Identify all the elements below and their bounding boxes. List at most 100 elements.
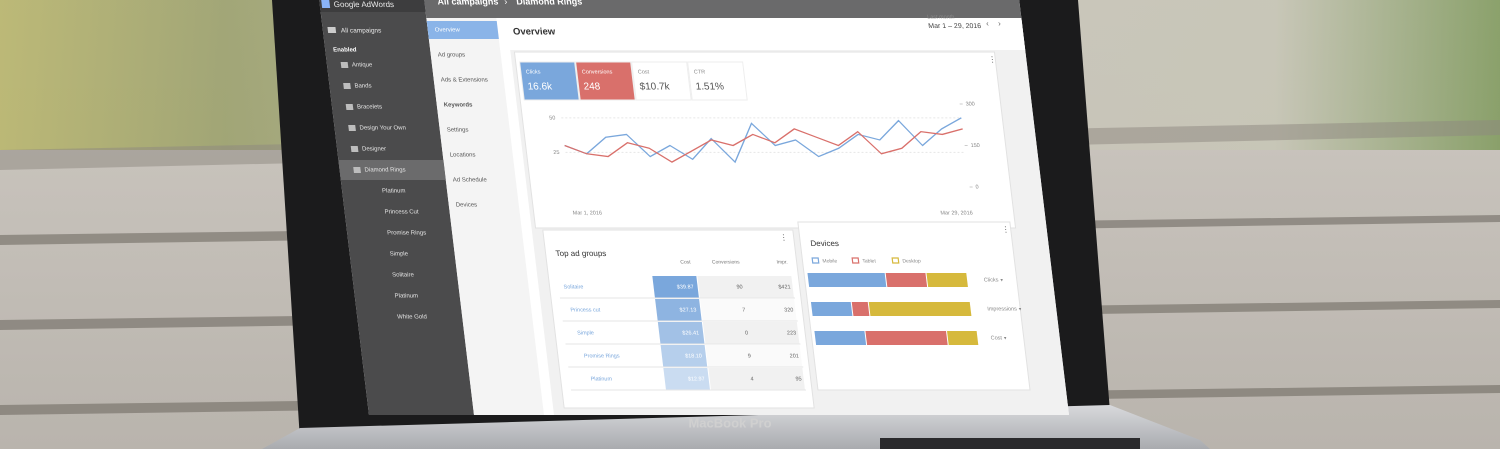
title-bar: [496, 18, 1026, 50]
ad-group-item[interactable]: White Gold: [397, 315, 427, 321]
search-icon: [340, 62, 349, 68]
bar-segment: [807, 273, 887, 287]
breadcrumb[interactable]: All campaigns: [437, 0, 499, 6]
breadcrumb[interactable]: Diamond Rings: [516, 0, 583, 6]
scorecard[interactable]: [631, 61, 692, 101]
scorecard[interactable]: [519, 61, 580, 101]
column-header[interactable]: Cost: [680, 259, 692, 265]
date-label: Last month: [927, 14, 955, 20]
ad-group-item[interactable]: Simple: [389, 252, 409, 258]
nav-item[interactable]: Settings: [447, 128, 469, 134]
nav-item[interactable]: Locations: [450, 153, 476, 159]
top-bar: [423, 0, 1022, 18]
next-arrow[interactable]: ›: [997, 19, 1001, 28]
cell: 95: [795, 376, 802, 382]
nav-item[interactable]: Keywords: [444, 103, 474, 109]
nav-item[interactable]: Ad groups: [438, 53, 466, 59]
category-label[interactable]: Cost: [990, 335, 1002, 341]
cell: 7: [742, 307, 746, 313]
cell: $26.41: [682, 330, 699, 336]
nav-selected: [426, 21, 499, 39]
column-header[interactable]: Conversions: [712, 259, 741, 265]
ad-group-item[interactable]: Promise Rings: [387, 231, 427, 237]
row-bg: [657, 322, 705, 344]
cell: 9: [748, 353, 752, 359]
search-icon: [345, 104, 354, 110]
legend-label: Mobile: [822, 258, 838, 264]
bar-segment: [851, 302, 870, 316]
search-icon: [350, 146, 359, 152]
ad-group-item[interactable]: Platinum: [394, 294, 418, 300]
cell: $27.13: [679, 307, 696, 313]
breadcrumb-sep: ›: [504, 0, 508, 6]
dropdown-arrow: ▾: [1019, 306, 1023, 312]
row-bg: [663, 368, 711, 390]
all-campaigns[interactable]: All campaigns: [341, 28, 383, 35]
series-line: [564, 117, 962, 164]
y2-tick-label: 300: [965, 101, 975, 107]
row-bg: [700, 299, 797, 321]
legend-swatch: [891, 257, 900, 264]
cell: 223: [787, 330, 797, 336]
sidebar: [318, 0, 475, 415]
category-label[interactable]: Clicks: [983, 277, 999, 283]
campaign-item[interactable]: Diamond Rings: [364, 168, 406, 174]
legend-swatch: [851, 257, 860, 264]
ad-group-item[interactable]: Princess Cut: [384, 210, 419, 216]
scorecard-label: Conversions: [582, 69, 613, 75]
dropdown-arrow: ▾: [1004, 335, 1008, 341]
menu-icon[interactable]: ⋮: [779, 233, 788, 242]
legend-label: Desktop: [902, 258, 921, 264]
cell: 201: [789, 353, 799, 359]
laptop-model: MacBook Pro: [688, 415, 771, 430]
ad-group-name[interactable]: Princess cut: [570, 307, 601, 313]
logo: [320, 0, 331, 8]
ad-group-item[interactable]: Solitaire: [392, 273, 415, 279]
date-range[interactable]: Mar 1 – 29, 2016: [928, 23, 982, 30]
bar-segment: [885, 273, 928, 287]
scorecard-label: CTR: [694, 69, 706, 75]
campaigns-icon: [327, 27, 337, 33]
y-tick-label: 50: [549, 115, 556, 121]
cell: 320: [784, 307, 794, 313]
cell: $12.97: [688, 376, 705, 382]
ad-group-item[interactable]: Platinum: [382, 189, 406, 195]
nav-item[interactable]: Ad Schedule: [453, 178, 488, 184]
nav-column: [426, 18, 545, 415]
row-bg: [660, 345, 708, 367]
nav-item[interactable]: Devices: [456, 203, 478, 209]
scorecard[interactable]: [687, 61, 748, 101]
cell: $39.87: [677, 284, 694, 290]
scorecard-label: Cost: [638, 69, 650, 75]
cell: 90: [736, 284, 743, 290]
prev-arrow[interactable]: ‹: [985, 19, 989, 28]
search-icon: [348, 125, 356, 131]
legend-label: Tablet: [862, 258, 877, 264]
scorecard[interactable]: [575, 61, 636, 101]
category-label[interactable]: Impressions: [987, 306, 1018, 312]
row-bg: [652, 276, 699, 298]
bar-segment: [865, 331, 948, 345]
campaign-item[interactable]: Bracelets: [357, 105, 383, 111]
menu-icon[interactable]: ⋮: [1001, 225, 1010, 234]
cell: 0: [745, 330, 749, 336]
scorecard-value: $10.7k: [639, 82, 671, 93]
nav-item[interactable]: Overview: [435, 28, 461, 34]
section-label: Enabled: [333, 48, 357, 54]
row-bg: [702, 322, 800, 344]
ad-group-name[interactable]: Promise Rings: [584, 353, 621, 359]
ad-group-name[interactable]: Simple: [577, 330, 594, 336]
bar-segment: [926, 273, 968, 287]
menu-icon[interactable]: ⋮: [988, 55, 997, 64]
column-header[interactable]: Impr.: [776, 259, 788, 265]
y2-tick-label: 150: [970, 143, 980, 149]
nav-item[interactable]: Ads & Extensions: [441, 78, 489, 84]
campaign-item[interactable]: Bands: [354, 84, 372, 90]
x-tick-label: Mar 1, 2016: [572, 210, 602, 216]
ad-group-name[interactable]: Solitaire: [563, 284, 584, 290]
campaign-item[interactable]: Design Your Own: [359, 126, 406, 132]
campaign-item[interactable]: Antique: [352, 63, 374, 69]
campaign-item[interactable]: Designer: [362, 147, 387, 153]
ad-group-name[interactable]: Platinum: [590, 376, 612, 382]
